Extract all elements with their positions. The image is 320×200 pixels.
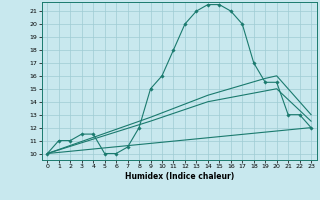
X-axis label: Humidex (Indice chaleur): Humidex (Indice chaleur)	[124, 172, 234, 181]
